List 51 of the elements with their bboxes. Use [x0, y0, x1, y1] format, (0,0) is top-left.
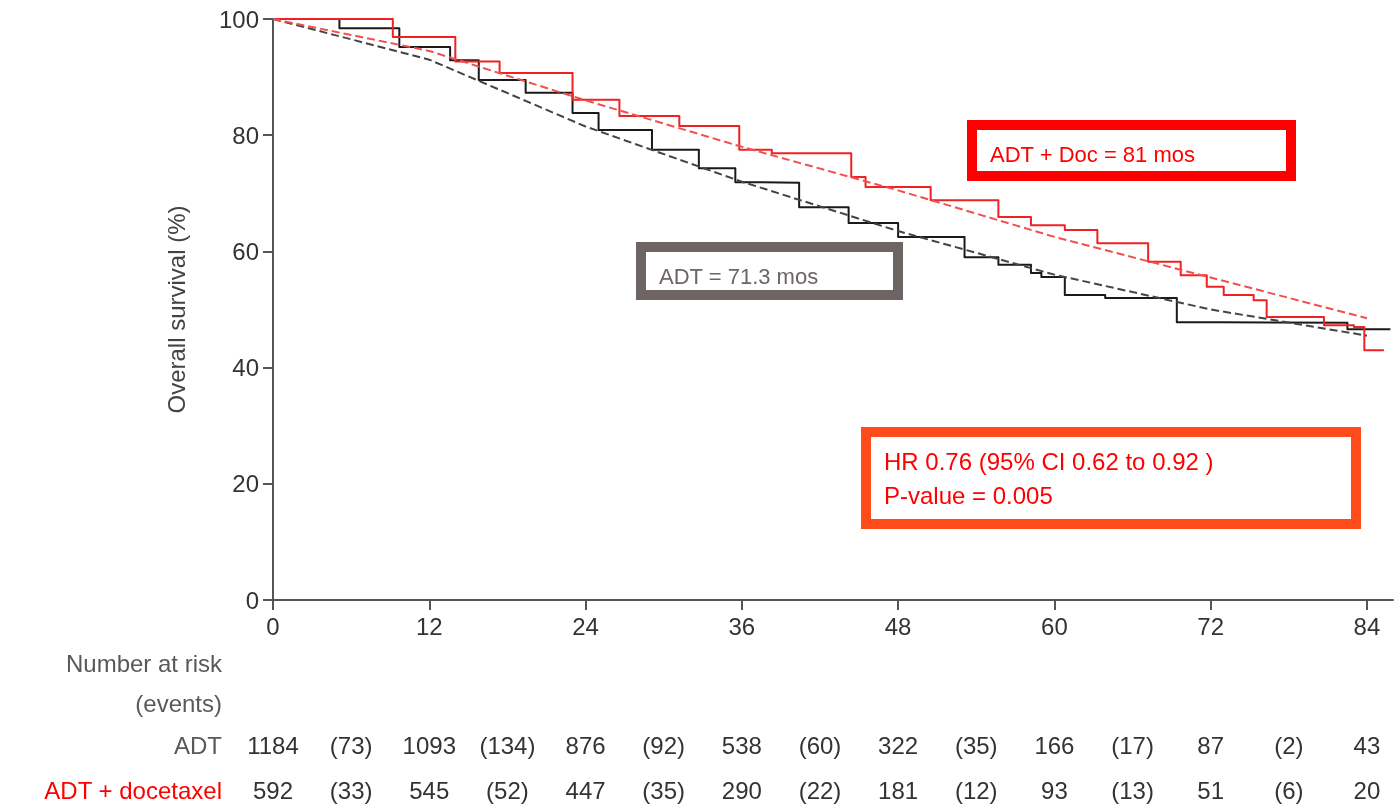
text: (6)	[1274, 776, 1304, 804]
text: (33)	[329, 776, 373, 804]
y-axis-title: Overall survival (%)	[162, 205, 190, 414]
text: 166	[1034, 731, 1075, 759]
text: (35)	[954, 731, 998, 759]
text: (17)	[1111, 731, 1154, 759]
x-tick-label: 72	[1197, 612, 1225, 640]
text: 447	[565, 776, 606, 804]
text: ADT + docetaxel	[44, 776, 222, 804]
text: 322	[878, 731, 919, 759]
y-tick-label: 0	[245, 586, 259, 614]
text: 181	[878, 776, 919, 804]
text: 545	[409, 776, 450, 804]
text: ADT	[174, 731, 223, 759]
text: 43	[1353, 731, 1381, 759]
x-tick-label: 36	[728, 612, 756, 640]
text: 1184	[247, 731, 299, 759]
text: (60)	[798, 731, 842, 759]
text: (52)	[486, 776, 529, 804]
text: (12)	[954, 776, 998, 804]
y-tick-label: 100	[218, 5, 259, 33]
text: (2)	[1274, 731, 1304, 759]
text: 876	[565, 731, 606, 759]
text: (73)	[329, 731, 373, 759]
y-tick-label: 40	[232, 354, 259, 382]
annotation: ADT = 71.3 mos	[659, 263, 819, 289]
text: (35)	[642, 776, 686, 804]
text: 592	[252, 776, 294, 804]
text: 51	[1197, 776, 1225, 804]
text: Number at risk (events)	[65, 649, 223, 717]
annotation: ADT + Doc = 81 mos	[990, 141, 1196, 167]
x-tick-label: 12	[415, 612, 443, 640]
annotation: HR 0.76 (95% CI 0.62 to 0.92 ) P-value = 0.005	[884, 447, 1214, 509]
text: (22)	[798, 776, 842, 804]
x-tick-label: 0	[266, 612, 280, 640]
text: 93	[1041, 776, 1068, 804]
text: 20	[1353, 776, 1381, 804]
text: (134)	[479, 731, 536, 759]
y-tick-label: 80	[232, 121, 259, 149]
text: 290	[721, 776, 762, 804]
text: (13)	[1111, 776, 1154, 804]
text: (92)	[642, 731, 686, 759]
x-tick-label: 24	[572, 612, 599, 640]
x-tick-label: 84	[1353, 612, 1381, 640]
text: 1093	[402, 731, 456, 759]
text: 538	[721, 731, 762, 759]
text: 87	[1197, 731, 1225, 759]
x-tick-label: 60	[1041, 612, 1068, 640]
y-tick-label: 20	[232, 470, 259, 498]
y-tick-label: 60	[232, 237, 259, 265]
x-tick-label: 48	[884, 612, 912, 640]
